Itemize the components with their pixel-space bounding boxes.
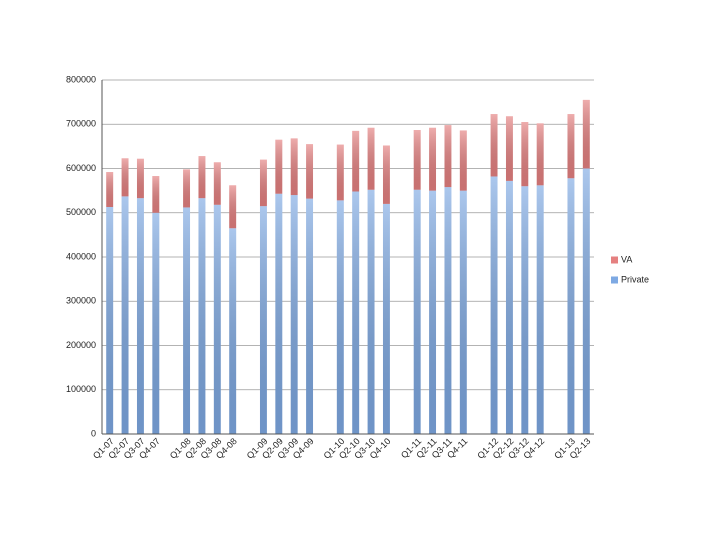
bar-shade: [152, 212, 160, 434]
bar-shade: [259, 159, 267, 207]
bar-shade: [505, 180, 513, 434]
bar-shade: [429, 190, 437, 434]
bar-shade: [444, 125, 452, 188]
bar-shade: [136, 158, 144, 199]
bar-shade: [229, 185, 237, 229]
bar-shade: [352, 130, 360, 192]
bar-shade: [505, 116, 513, 181]
bar-shade: [336, 200, 344, 434]
y-tick-label: 0: [91, 428, 96, 438]
bar-shade: [152, 176, 160, 213]
bar-shade: [459, 190, 467, 434]
legend-swatch: [611, 256, 618, 264]
bar-shade: [459, 130, 467, 191]
bar-shade: [336, 144, 344, 201]
legend-label: Private: [621, 274, 649, 284]
bar-shade: [106, 206, 114, 434]
bar-shade: [490, 114, 498, 177]
y-tick-label: 600000: [66, 163, 96, 173]
bar-shade: [198, 198, 206, 434]
y-tick-label: 200000: [66, 340, 96, 350]
bar-shade: [106, 172, 114, 207]
bar-shade: [536, 185, 544, 434]
bar-shade: [382, 203, 390, 434]
bar-shade: [521, 186, 529, 434]
y-tick-label: 400000: [66, 251, 96, 261]
bar-shade: [582, 168, 590, 434]
bar-shade: [413, 189, 421, 434]
bar-shade: [259, 206, 267, 434]
bar-shade: [429, 127, 437, 191]
bar-shade: [275, 193, 283, 434]
bar-shade: [567, 178, 575, 434]
y-tick-label: 800000: [66, 74, 96, 84]
bar-shade: [275, 139, 283, 194]
bar-shade: [229, 228, 237, 434]
bar-shade: [536, 123, 544, 186]
bar-shade: [382, 145, 390, 204]
bar-shade: [413, 130, 421, 190]
bar-shade: [582, 99, 590, 169]
bar-shade: [521, 122, 529, 187]
y-tick-label: 700000: [66, 119, 96, 129]
bar-shade: [213, 204, 221, 434]
bar-shade: [121, 196, 129, 434]
legend-swatch: [611, 276, 618, 284]
bar-shade: [290, 138, 298, 196]
bar-shade: [490, 176, 498, 434]
bar-shade: [306, 144, 314, 199]
y-tick-label: 500000: [66, 207, 96, 217]
bar-shade: [183, 207, 191, 434]
bar-shade: [352, 191, 360, 434]
bar-shade: [306, 198, 314, 434]
bar-shade: [567, 114, 575, 179]
bar-shade: [367, 127, 375, 190]
y-tick-label: 300000: [66, 296, 96, 306]
bar-shade: [198, 156, 206, 199]
y-tick-label: 100000: [66, 384, 96, 394]
legend-label: VA: [621, 254, 632, 264]
bar-shade: [183, 169, 191, 208]
bar-shade: [121, 158, 129, 197]
bar-shade: [444, 187, 452, 434]
bar-shade: [290, 195, 298, 434]
bar-shade: [136, 198, 144, 434]
bar-shade: [213, 162, 221, 205]
bar-shade: [367, 189, 375, 434]
